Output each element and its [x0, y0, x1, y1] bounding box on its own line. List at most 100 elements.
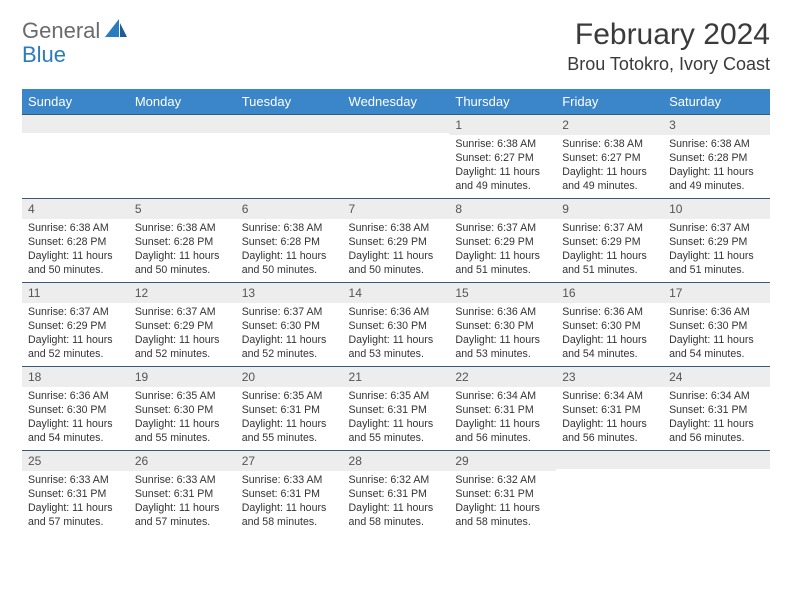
calendar-day-cell: 8Sunrise: 6:37 AMSunset: 6:29 PMDaylight…	[449, 199, 556, 283]
sunset-text: Sunset: 6:29 PM	[455, 236, 550, 250]
day-number: 1	[449, 115, 556, 135]
header: General February 2024 Brou Totokro, Ivor…	[22, 18, 770, 75]
calendar-day-cell: 13Sunrise: 6:37 AMSunset: 6:30 PMDayligh…	[236, 283, 343, 367]
sunset-text: Sunset: 6:30 PM	[28, 404, 123, 418]
sunset-text: Sunset: 6:30 PM	[242, 320, 337, 334]
calendar-day-cell	[236, 115, 343, 199]
day-number: 16	[556, 283, 663, 303]
calendar-day-cell: 9Sunrise: 6:37 AMSunset: 6:29 PMDaylight…	[556, 199, 663, 283]
sunset-text: Sunset: 6:31 PM	[135, 488, 230, 502]
day-number: 8	[449, 199, 556, 219]
day-number: 7	[343, 199, 450, 219]
day-body: Sunrise: 6:38 AMSunset: 6:27 PMDaylight:…	[449, 135, 556, 198]
sunset-text: Sunset: 6:31 PM	[349, 488, 444, 502]
day-number: 25	[22, 451, 129, 471]
calendar-day-cell	[22, 115, 129, 199]
day-body: Sunrise: 6:38 AMSunset: 6:29 PMDaylight:…	[343, 219, 450, 282]
daylight-text: Daylight: 11 hours and 50 minutes.	[242, 250, 337, 278]
weekday-header: Saturday	[663, 89, 770, 115]
logo: General	[22, 18, 129, 44]
sunrise-text: Sunrise: 6:37 AM	[669, 222, 764, 236]
sunrise-text: Sunrise: 6:37 AM	[28, 306, 123, 320]
day-number: 6	[236, 199, 343, 219]
day-body: Sunrise: 6:36 AMSunset: 6:30 PMDaylight:…	[663, 303, 770, 366]
day-body: Sunrise: 6:37 AMSunset: 6:29 PMDaylight:…	[449, 219, 556, 282]
day-body: Sunrise: 6:38 AMSunset: 6:28 PMDaylight:…	[663, 135, 770, 198]
day-body: Sunrise: 6:36 AMSunset: 6:30 PMDaylight:…	[343, 303, 450, 366]
sunrise-text: Sunrise: 6:36 AM	[349, 306, 444, 320]
calendar-day-cell: 19Sunrise: 6:35 AMSunset: 6:30 PMDayligh…	[129, 367, 236, 451]
day-body: Sunrise: 6:33 AMSunset: 6:31 PMDaylight:…	[22, 471, 129, 534]
sunrise-text: Sunrise: 6:36 AM	[28, 390, 123, 404]
daylight-text: Daylight: 11 hours and 52 minutes.	[242, 334, 337, 362]
sunset-text: Sunset: 6:28 PM	[669, 152, 764, 166]
daylight-text: Daylight: 11 hours and 57 minutes.	[135, 502, 230, 530]
calendar-day-cell: 12Sunrise: 6:37 AMSunset: 6:29 PMDayligh…	[129, 283, 236, 367]
day-number: 9	[556, 199, 663, 219]
sunset-text: Sunset: 6:27 PM	[455, 152, 550, 166]
calendar-day-cell	[556, 451, 663, 535]
calendar-day-cell: 18Sunrise: 6:36 AMSunset: 6:30 PMDayligh…	[22, 367, 129, 451]
day-body: Sunrise: 6:32 AMSunset: 6:31 PMDaylight:…	[449, 471, 556, 534]
calendar-day-cell: 21Sunrise: 6:35 AMSunset: 6:31 PMDayligh…	[343, 367, 450, 451]
day-number: 29	[449, 451, 556, 471]
calendar-day-cell: 4Sunrise: 6:38 AMSunset: 6:28 PMDaylight…	[22, 199, 129, 283]
day-body: Sunrise: 6:36 AMSunset: 6:30 PMDaylight:…	[556, 303, 663, 366]
sunrise-text: Sunrise: 6:38 AM	[28, 222, 123, 236]
sunrise-text: Sunrise: 6:36 AM	[455, 306, 550, 320]
calendar-day-cell: 3Sunrise: 6:38 AMSunset: 6:28 PMDaylight…	[663, 115, 770, 199]
day-number: 18	[22, 367, 129, 387]
sunset-text: Sunset: 6:29 PM	[28, 320, 123, 334]
calendar-day-cell: 25Sunrise: 6:33 AMSunset: 6:31 PMDayligh…	[22, 451, 129, 535]
calendar-day-cell: 11Sunrise: 6:37 AMSunset: 6:29 PMDayligh…	[22, 283, 129, 367]
day-number: 28	[343, 451, 450, 471]
sunset-text: Sunset: 6:29 PM	[669, 236, 764, 250]
calendar-day-cell: 1Sunrise: 6:38 AMSunset: 6:27 PMDaylight…	[449, 115, 556, 199]
sunrise-text: Sunrise: 6:34 AM	[455, 390, 550, 404]
calendar-day-cell	[343, 115, 450, 199]
sunrise-text: Sunrise: 6:33 AM	[28, 474, 123, 488]
calendar-day-cell: 29Sunrise: 6:32 AMSunset: 6:31 PMDayligh…	[449, 451, 556, 535]
day-body: Sunrise: 6:34 AMSunset: 6:31 PMDaylight:…	[449, 387, 556, 450]
day-body: Sunrise: 6:35 AMSunset: 6:31 PMDaylight:…	[343, 387, 450, 450]
calendar-day-cell: 22Sunrise: 6:34 AMSunset: 6:31 PMDayligh…	[449, 367, 556, 451]
weekday-header: Friday	[556, 89, 663, 115]
sunrise-text: Sunrise: 6:36 AM	[669, 306, 764, 320]
daylight-text: Daylight: 11 hours and 55 minutes.	[135, 418, 230, 446]
daylight-text: Daylight: 11 hours and 49 minutes.	[562, 166, 657, 194]
month-title: February 2024	[567, 18, 770, 52]
daylight-text: Daylight: 11 hours and 58 minutes.	[455, 502, 550, 530]
calendar-week-row: 1Sunrise: 6:38 AMSunset: 6:27 PMDaylight…	[22, 115, 770, 199]
sunrise-text: Sunrise: 6:38 AM	[455, 138, 550, 152]
sunrise-text: Sunrise: 6:36 AM	[562, 306, 657, 320]
sunset-text: Sunset: 6:31 PM	[455, 488, 550, 502]
weekday-header: Monday	[129, 89, 236, 115]
daylight-text: Daylight: 11 hours and 54 minutes.	[669, 334, 764, 362]
sunset-text: Sunset: 6:28 PM	[242, 236, 337, 250]
calendar-day-cell: 17Sunrise: 6:36 AMSunset: 6:30 PMDayligh…	[663, 283, 770, 367]
day-number: 17	[663, 283, 770, 303]
weekday-header: Wednesday	[343, 89, 450, 115]
sunset-text: Sunset: 6:31 PM	[455, 404, 550, 418]
day-number: 19	[129, 367, 236, 387]
calendar-day-cell: 26Sunrise: 6:33 AMSunset: 6:31 PMDayligh…	[129, 451, 236, 535]
sunset-text: Sunset: 6:31 PM	[242, 404, 337, 418]
calendar-day-cell: 2Sunrise: 6:38 AMSunset: 6:27 PMDaylight…	[556, 115, 663, 199]
sunset-text: Sunset: 6:27 PM	[562, 152, 657, 166]
sunset-text: Sunset: 6:31 PM	[562, 404, 657, 418]
day-number: 23	[556, 367, 663, 387]
day-number: 10	[663, 199, 770, 219]
day-number: 4	[22, 199, 129, 219]
day-number: 27	[236, 451, 343, 471]
daylight-text: Daylight: 11 hours and 57 minutes.	[28, 502, 123, 530]
calendar-week-row: 11Sunrise: 6:37 AMSunset: 6:29 PMDayligh…	[22, 283, 770, 367]
sunset-text: Sunset: 6:30 PM	[455, 320, 550, 334]
calendar-week-row: 4Sunrise: 6:38 AMSunset: 6:28 PMDaylight…	[22, 199, 770, 283]
sunset-text: Sunset: 6:28 PM	[28, 236, 123, 250]
calendar-day-cell: 6Sunrise: 6:38 AMSunset: 6:28 PMDaylight…	[236, 199, 343, 283]
day-body: Sunrise: 6:36 AMSunset: 6:30 PMDaylight:…	[449, 303, 556, 366]
daylight-text: Daylight: 11 hours and 55 minutes.	[242, 418, 337, 446]
calendar-day-cell: 27Sunrise: 6:33 AMSunset: 6:31 PMDayligh…	[236, 451, 343, 535]
daylight-text: Daylight: 11 hours and 58 minutes.	[349, 502, 444, 530]
day-number: 13	[236, 283, 343, 303]
